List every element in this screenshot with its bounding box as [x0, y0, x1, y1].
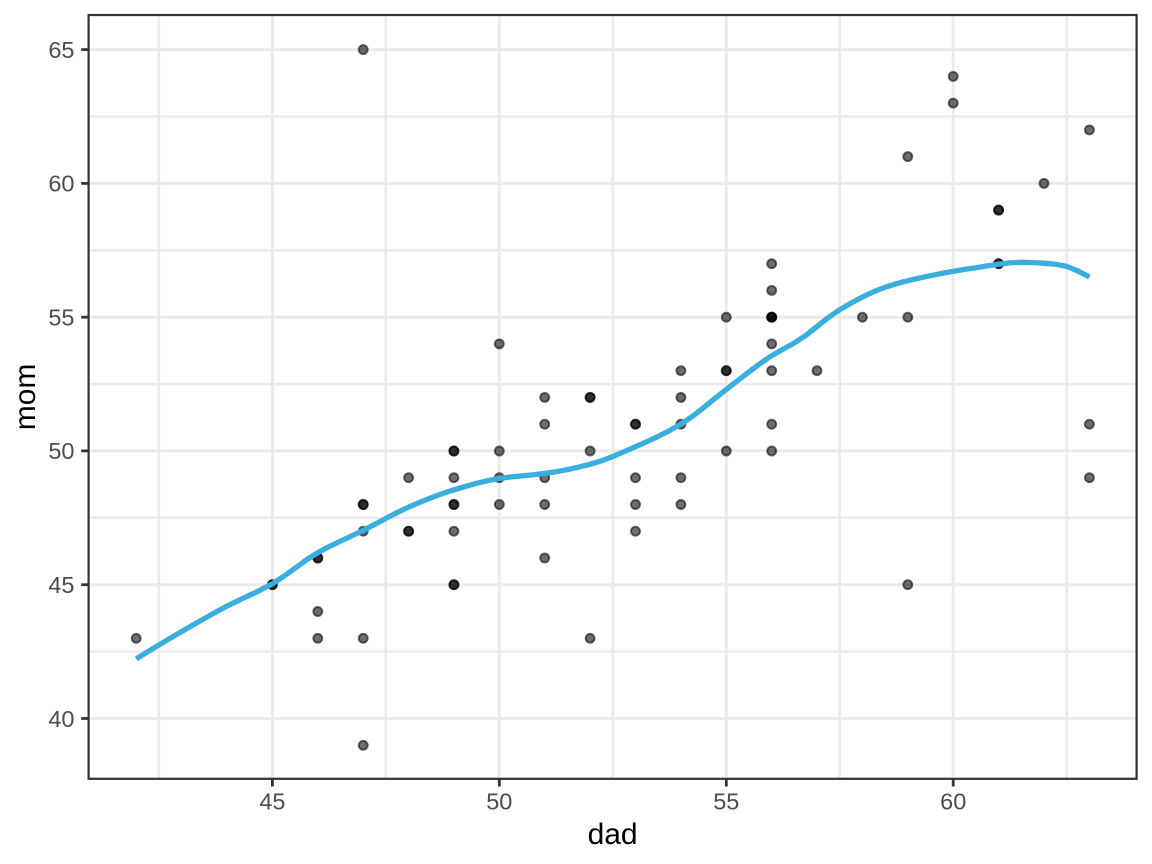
svg-text:65: 65 — [48, 37, 74, 63]
svg-text:45: 45 — [48, 572, 74, 598]
svg-text:40: 40 — [48, 706, 74, 732]
svg-text:45: 45 — [259, 789, 285, 815]
svg-text:50: 50 — [48, 438, 74, 464]
svg-text:55: 55 — [48, 305, 74, 331]
svg-text:60: 60 — [940, 789, 966, 815]
svg-text:mom: mom — [9, 364, 42, 431]
svg-text:dad: dad — [588, 818, 638, 851]
svg-text:50: 50 — [486, 789, 512, 815]
svg-text:60: 60 — [48, 171, 74, 197]
svg-text:55: 55 — [713, 789, 739, 815]
